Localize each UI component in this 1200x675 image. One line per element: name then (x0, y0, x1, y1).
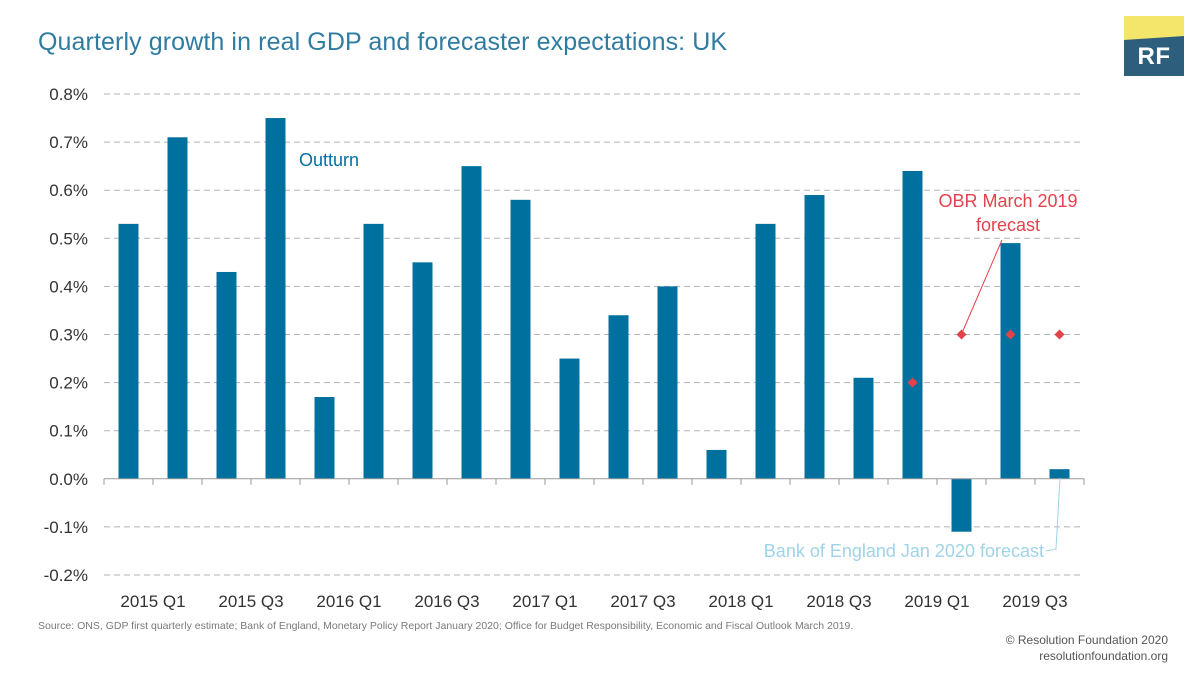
outturn-bars (118, 118, 1070, 532)
y-tick-label: 0.3% (49, 326, 88, 345)
y-tick-label: 0.4% (49, 277, 88, 296)
x-axis-ticks: 2015 Q1 2015 Q3 2016 Q1 2016 Q3 2017 Q1 2017 … (120, 592, 1067, 611)
copyright-text: © Resolution Foundation 2020 (1005, 633, 1168, 647)
bar-2016-q3 (412, 262, 433, 479)
y-tick-label: 0.6% (49, 181, 88, 200)
y-tick-label: 0.2% (49, 374, 88, 393)
source-note: Source: ONS, GDP first quarterly estimat… (38, 620, 854, 632)
annotation-boe-leader (1045, 477, 1061, 552)
y-tick-label: -0.2% (44, 566, 88, 585)
bar-2018-q3 (804, 195, 825, 479)
bar-2015-q1 (118, 223, 139, 479)
obr-marker-2019-q3 (1005, 329, 1016, 340)
bar-2018-q4 (853, 377, 874, 479)
logo-accent-shape (1124, 16, 1184, 40)
gridlines (104, 93, 1084, 576)
obr-marker-2019-q4 (1054, 329, 1065, 340)
y-tick-label: 0.1% (49, 422, 88, 441)
annotation-obr-line2: forecast (976, 215, 1040, 235)
bar-2016-q1 (314, 397, 335, 479)
x-tick-label: 2017 Q3 (610, 592, 675, 611)
y-tick-label: 0.7% (49, 133, 88, 152)
obr-forecast-markers (907, 329, 1065, 388)
x-tick-label: 2016 Q1 (316, 592, 381, 611)
y-tick-label: 0.0% (49, 470, 88, 489)
chart-title: Quarterly growth in real GDP and forecas… (38, 28, 728, 56)
obr-marker-2019-q1 (907, 377, 918, 388)
y-axis-ticks: -0.2% -0.1% 0.0% 0.1% 0.2% 0.3% 0.4% 0.5% 0.6% 0.… (44, 85, 88, 585)
bar-2015-q3 (216, 271, 237, 479)
bar-2015-q2 (167, 137, 188, 479)
website-text: resolutionfoundation.org (1039, 649, 1168, 663)
bar-2019-q4 (1049, 469, 1070, 479)
annotation-obr-line1: OBR March 2019 (938, 191, 1077, 211)
x-tick-label: 2015 Q3 (218, 592, 283, 611)
obr-marker-2019-q2 (956, 329, 967, 340)
x-tick-label: 2019 Q1 (904, 592, 969, 611)
y-tick-label: -0.1% (44, 518, 88, 537)
x-tick-label: 2016 Q3 (414, 592, 479, 611)
bar-2016-q4 (461, 166, 482, 479)
bar-2017-q2 (559, 358, 580, 479)
bar-2017-q4 (657, 286, 678, 479)
x-tick-label: 2018 Q1 (708, 592, 773, 611)
annotation-obr-leader (961, 239, 1003, 334)
x-tick-label: 2017 Q1 (512, 592, 577, 611)
rf-logo: RF (1124, 16, 1184, 76)
y-tick-label: 0.8% (49, 85, 88, 104)
bar-2017-q3 (608, 315, 629, 479)
x-tick-label: 2018 Q3 (806, 592, 871, 611)
x-tick-label: 2019 Q3 (1002, 592, 1067, 611)
bar-2019-q2 (951, 478, 972, 532)
logo-text: RF (1137, 43, 1171, 70)
bar-2015-q4 (265, 118, 286, 479)
bar-2018-q2 (755, 223, 776, 479)
bar-2019-q3 (1000, 243, 1021, 479)
bar-2017-q1 (510, 199, 531, 479)
y-tick-label: 0.5% (49, 229, 88, 248)
bar-2019-q1 (902, 170, 923, 479)
bar-2016-q2 (363, 223, 384, 479)
x-tick-label: 2015 Q1 (120, 592, 185, 611)
annotation-boe: Bank of England Jan 2020 forecast (764, 541, 1044, 561)
annotation-outturn: Outturn (299, 150, 359, 170)
annotations: Outturn OBR March 2019 forecast Bank of … (299, 150, 1078, 561)
bar-2018-q1 (706, 449, 727, 479)
footer-credits: © Resolution Foundation 2020 resolutionf… (1006, 632, 1168, 664)
x-axis (103, 478, 1085, 485)
